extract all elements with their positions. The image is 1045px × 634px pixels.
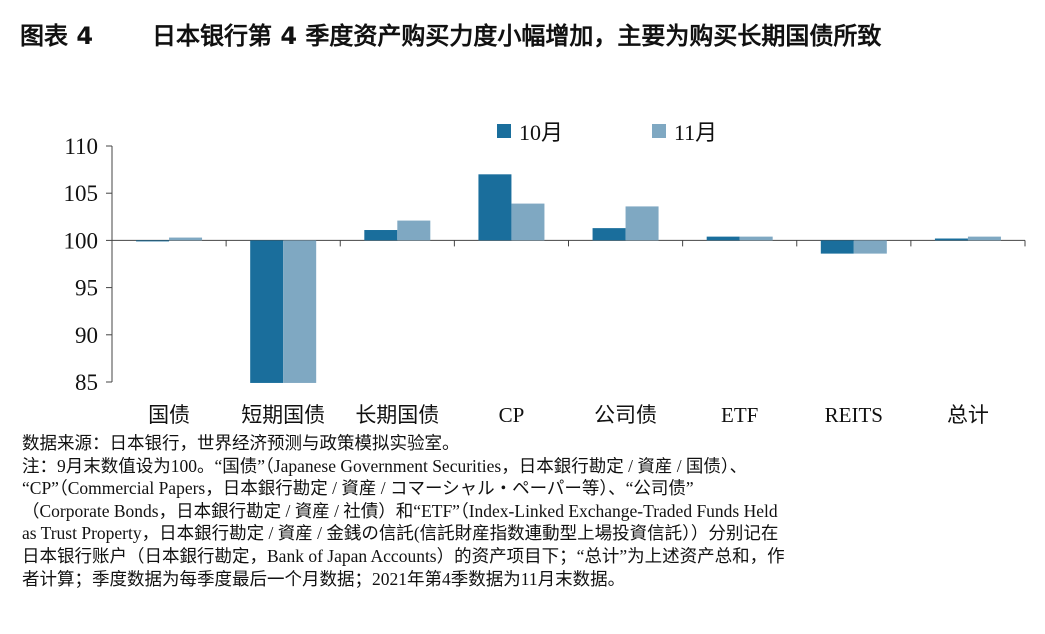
x-category-label: ETF xyxy=(721,403,758,427)
bar-nov xyxy=(625,206,659,241)
bar-oct xyxy=(478,174,512,241)
y-tick-label: 105 xyxy=(64,181,99,206)
note-line: “CP”（Commercial Papers，日本銀行勘定 / 資産 / コマー… xyxy=(22,478,694,499)
bar-nov xyxy=(169,237,203,241)
y-tick-label: 85 xyxy=(75,370,98,395)
chart-legend: 10月 11月 xyxy=(497,120,717,145)
note-line: 注：9月末数值设为100。“国债”（Japanese Government Se… xyxy=(22,455,748,476)
x-category-label: 总计 xyxy=(947,403,989,427)
note-line: 者计算；季度数据为每季度最后一个月数据；2021年第4季数据为11月末数据。 xyxy=(22,568,626,589)
bar-oct xyxy=(934,238,968,241)
x-category-label: 长期国债 xyxy=(355,403,439,427)
x-category-label: CP xyxy=(499,403,525,427)
note-line: （Corporate Bonds，日本銀行勘定 / 資産 / 社債）和“ETF”… xyxy=(22,500,778,521)
legend-label: 11月 xyxy=(674,120,717,145)
bar-nov xyxy=(283,240,317,383)
legend-swatch xyxy=(497,124,511,138)
y-tick-label: 95 xyxy=(75,276,98,301)
figure-label: 图表 4 xyxy=(20,22,94,50)
bar-series xyxy=(136,174,1001,383)
x-category-label: 短期国债 xyxy=(241,403,325,427)
note-line: 数据来源：日本银行，世界经济预测与政策模拟实验室。 xyxy=(22,433,460,453)
bar-nov xyxy=(739,236,773,241)
y-axis: 85 90 95 100 105 110 xyxy=(64,134,1026,395)
bar-oct xyxy=(820,240,854,254)
source-notes: 数据来源：日本银行，世界经济预测与政策模拟实验室。 注：9月末数值设为100。“国… xyxy=(22,432,1032,590)
note-line: 日本银行账户（日本銀行勘定，Bank of Japan Accounts）的资产… xyxy=(22,545,785,566)
note-line: as Trust Property，日本銀行勘定 / 資産 / 金銭の信託(信託… xyxy=(22,523,779,544)
bar-oct xyxy=(592,228,626,241)
bar-nov xyxy=(511,203,545,241)
figure-title: 日本银行第 4 季度资产购买力度小幅增加，主要为购买长期国债所致 xyxy=(152,22,882,50)
bar-nov xyxy=(967,236,1001,241)
bar-oct xyxy=(706,236,740,241)
x-category-label: 国债 xyxy=(148,403,190,427)
x-category-label: REITS xyxy=(825,403,883,427)
y-tick-label: 110 xyxy=(64,134,98,159)
x-axis-labels: 国债 短期国债 长期国债 CP 公司债 ETF REITS 总计 xyxy=(148,403,989,427)
bar-nov xyxy=(853,240,887,254)
bar-oct xyxy=(136,240,170,242)
figure-header: 图表 4 日本银行第 4 季度资产购买力度小幅增加，主要为购买长期国债所致 xyxy=(20,12,1035,52)
legend-label: 10月 xyxy=(519,120,563,145)
bar-nov xyxy=(397,220,431,241)
bar-oct xyxy=(364,230,398,241)
y-tick-label: 100 xyxy=(64,228,99,253)
legend-swatch xyxy=(652,124,666,138)
y-tick-label: 90 xyxy=(75,323,98,348)
x-category-label: 公司债 xyxy=(594,403,657,427)
bar-chart: 10月 11月 85 90 95 100 105 110 国债 短期国债 长期国债 CP 公司债 ET… xyxy=(64,120,1026,427)
bar-oct xyxy=(250,240,284,383)
